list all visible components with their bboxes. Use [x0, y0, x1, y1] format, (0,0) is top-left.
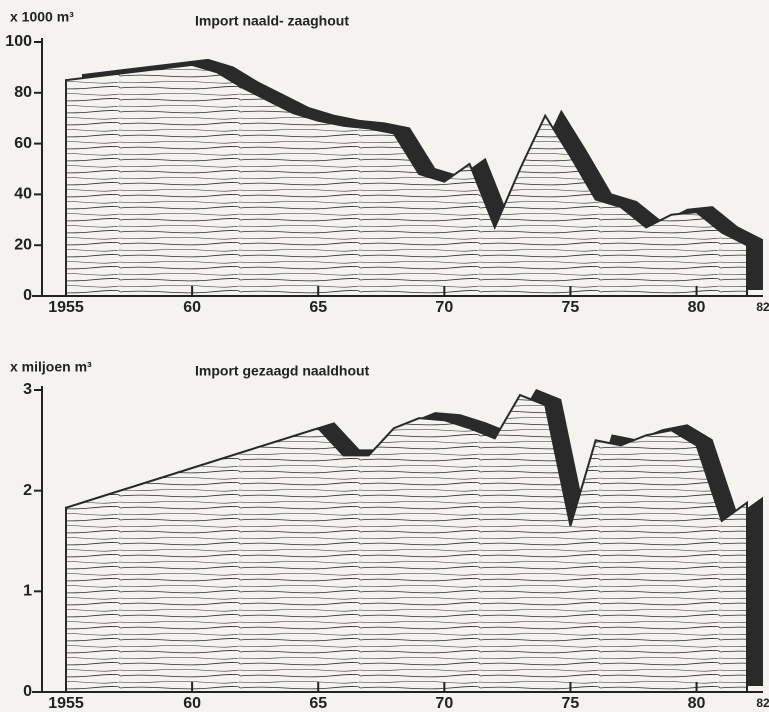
y-tick-label: 0 [23, 683, 32, 700]
x-tick-label: 75 [562, 695, 580, 712]
y-tick-label: 100 [5, 33, 32, 50]
x-tick-label: 60 [183, 695, 201, 712]
area [65, 393, 748, 693]
x-tick-label: 70 [435, 695, 453, 712]
y-tick-label: 3 [23, 381, 32, 398]
y-tick-label: 40 [14, 186, 32, 203]
x-tick-label: 82 [756, 300, 769, 314]
y-axis-label: x miljoen m³ [10, 359, 92, 375]
area [65, 63, 748, 297]
x-tick-label: 75 [562, 299, 580, 316]
x-tick-label: 1955 [48, 695, 84, 712]
y-tick-label: 60 [14, 135, 32, 152]
x-tick-label: 65 [309, 695, 327, 712]
y-tick-label: 80 [14, 84, 32, 101]
chart-title: Import naald- zaaghout [195, 13, 349, 29]
y-axis-label: x 1000 m³ [10, 9, 74, 25]
x-tick-label: 80 [688, 299, 706, 316]
y-tick-label: 20 [14, 236, 32, 253]
x-tick-label: 60 [183, 299, 201, 316]
y-tick-label: 1 [23, 583, 32, 600]
y-tick-label: 0 [23, 287, 32, 304]
y-tick-label: 2 [23, 482, 32, 499]
chart-title: Import gezaagd naaldhout [195, 363, 370, 379]
x-tick-label: 82 [756, 696, 769, 710]
x-tick-label: 65 [309, 299, 327, 316]
x-tick-label: 80 [688, 695, 706, 712]
x-tick-label: 1955 [48, 299, 84, 316]
x-tick-label: 70 [435, 299, 453, 316]
